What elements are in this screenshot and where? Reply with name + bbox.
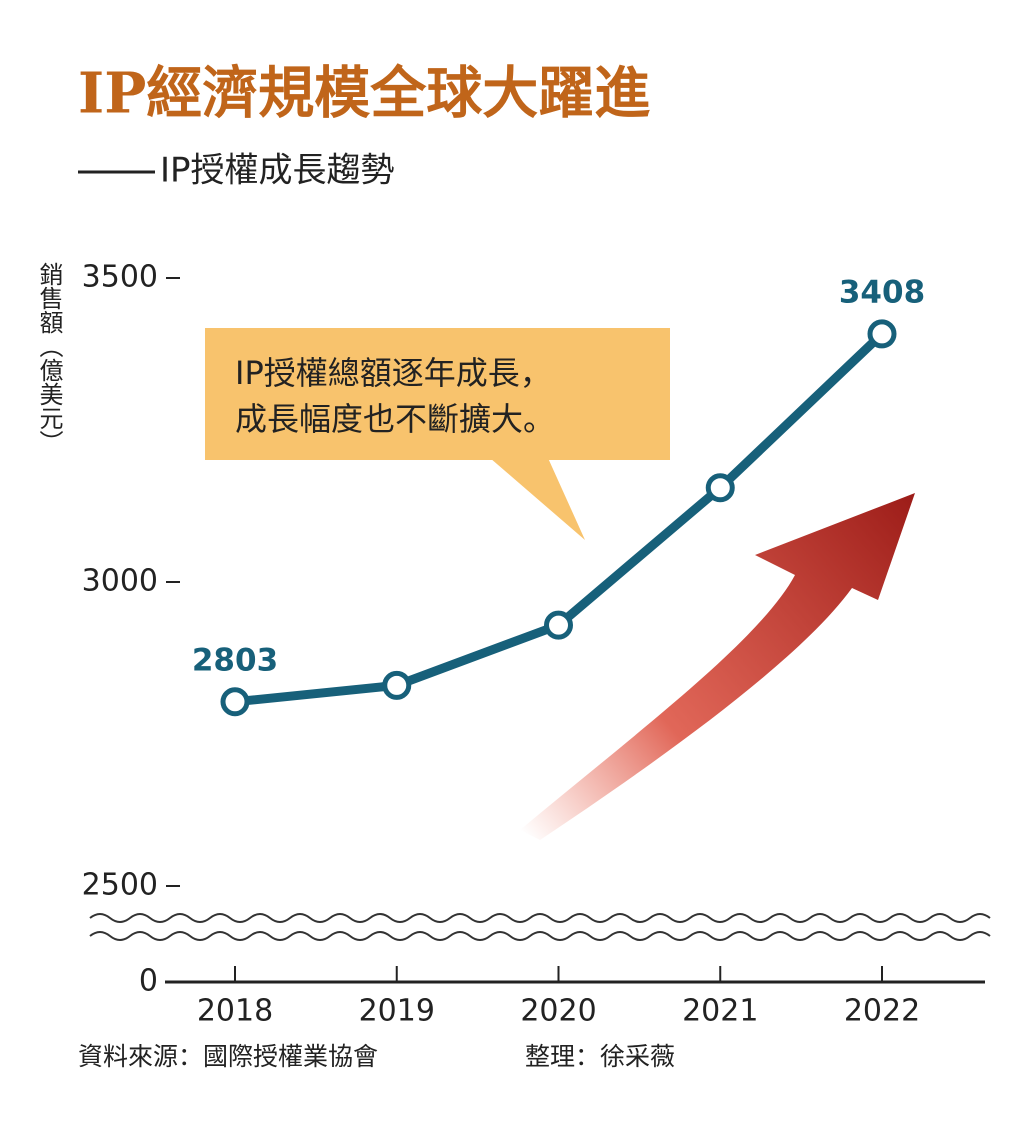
x-tick-label: 2020 [520,994,596,1029]
annotation-line: IP授權總額逐年成長， [235,354,552,392]
y-axis-label: 銷售額（億美元） [35,262,63,454]
source-note: 資料來源：國際授權業協會 [78,1042,378,1071]
data-point [220,687,250,717]
x-tick-label: 2018 [197,994,273,1029]
y-tick-label: 3500 [82,260,158,295]
x-tick-label: 2019 [359,994,435,1029]
axis-break [89,913,991,923]
chart-subtitle: IP授權成長趨勢 [160,151,395,191]
data-point [382,670,412,700]
data-label: 3408 [839,274,925,310]
y-tick-label: 3000 [82,564,158,599]
x-tick-label: 2021 [682,994,758,1029]
credit-note: 整理：徐采薇 [525,1042,675,1071]
annotation-line: 成長幅度也不斷擴大。 [235,400,555,438]
rising-arrow [520,493,915,840]
callout-tail [490,458,585,540]
y-tick-label: 0 [139,964,158,999]
axis-break [89,931,991,941]
data-label: 2803 [192,642,278,678]
chart-title: IP經濟規模全球大躍進 [78,61,650,127]
x-tick-label: 2022 [844,994,920,1029]
data-point [705,473,735,503]
callout-box [205,328,670,460]
data-point [867,319,897,349]
y-tick-label: 2500 [82,868,158,903]
data-point [544,610,573,640]
